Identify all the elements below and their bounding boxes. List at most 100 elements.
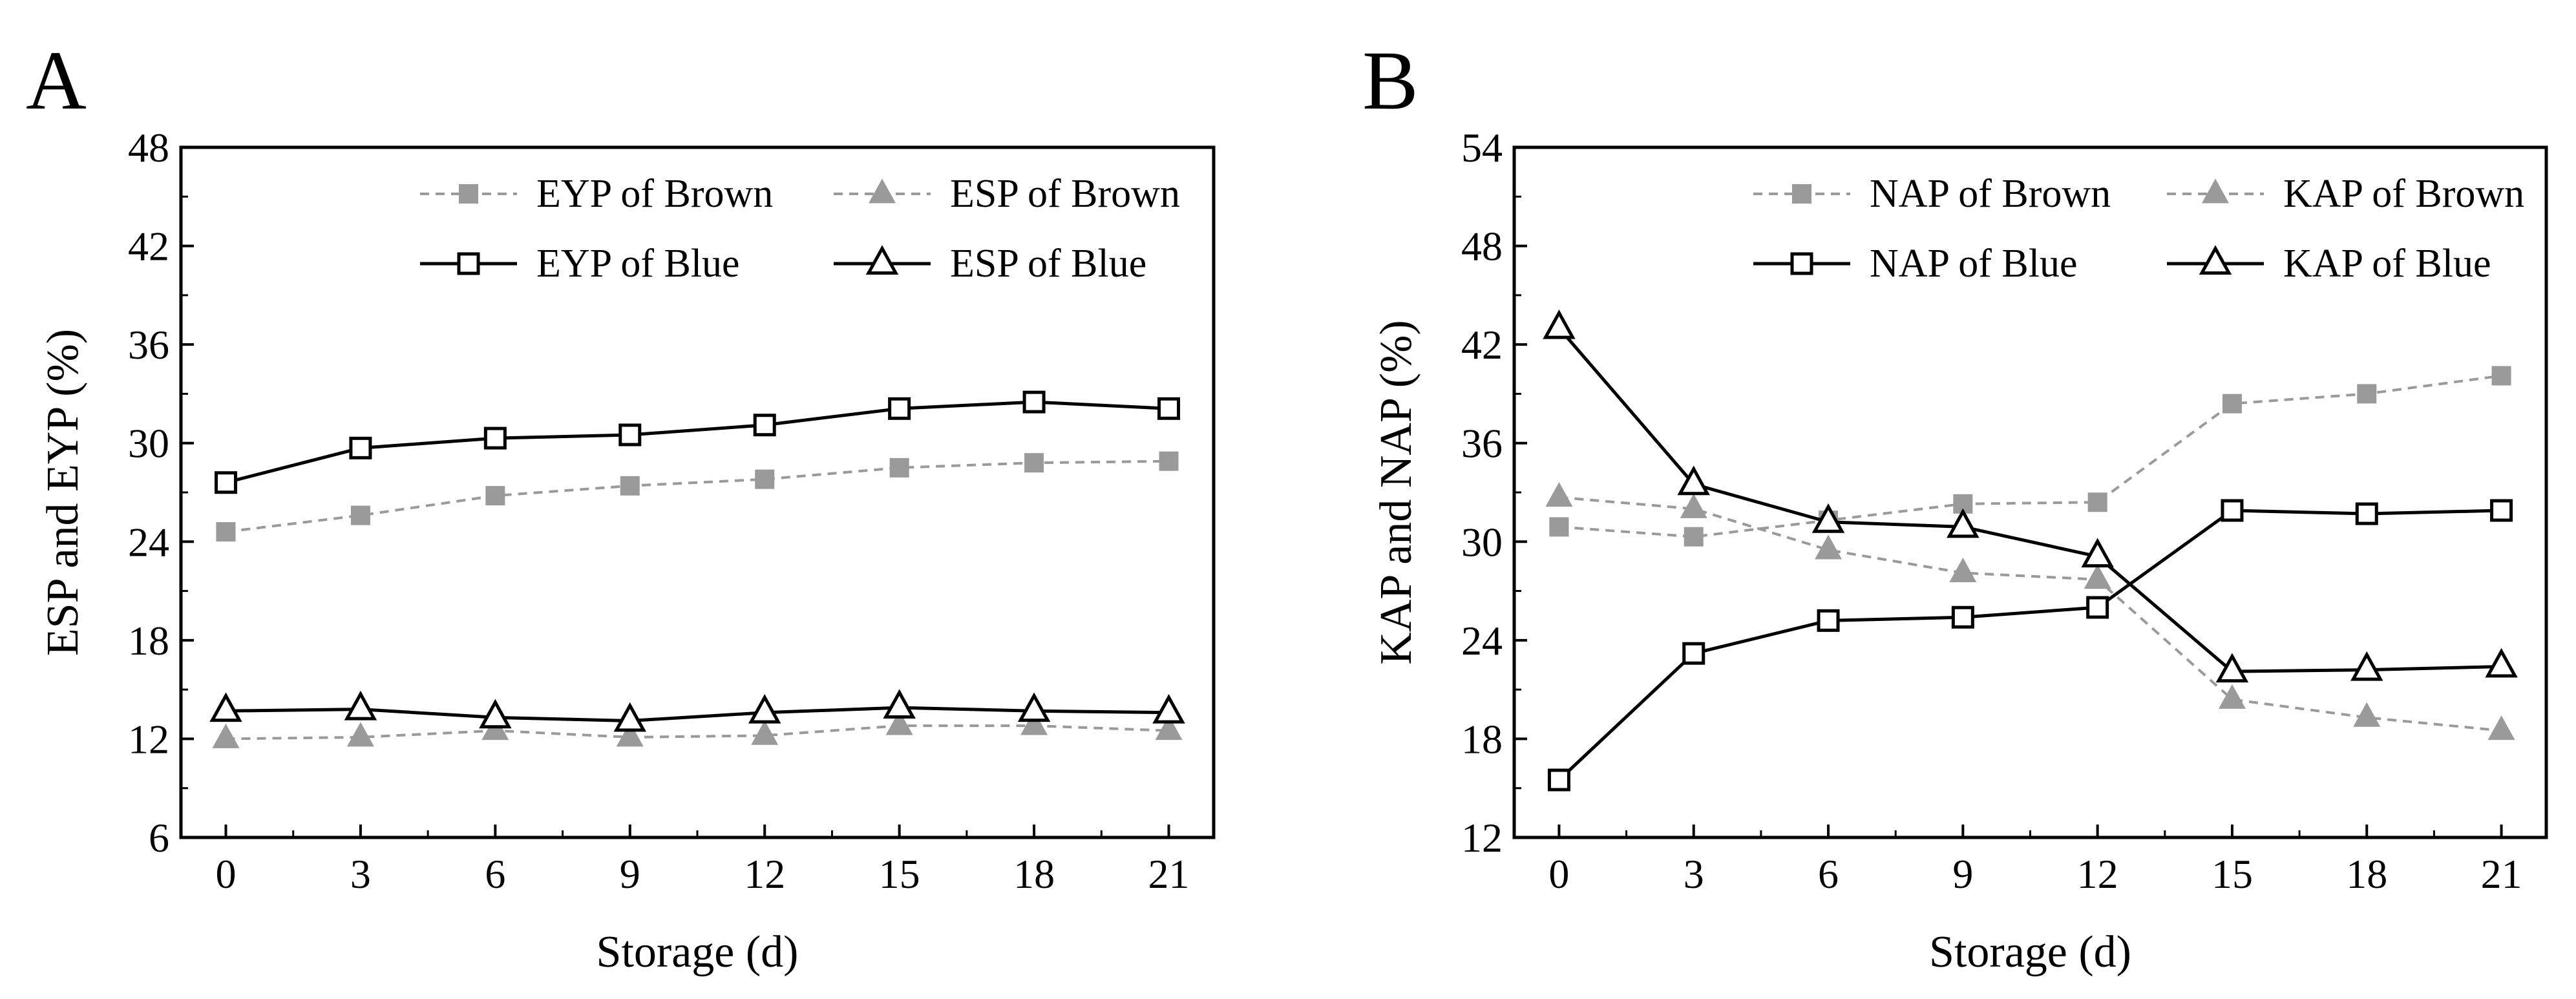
panel-a-letter: A [26,34,87,127]
panel-a-series-esp-of-blue-point [883,689,916,719]
panel-b-x-tick-label: 12 [2077,851,2118,897]
panel-a-series-esp-of-brown-point [1020,710,1048,735]
panel-b-x-tick-label: 0 [1548,851,1569,897]
panel-b-y-axis-title: KAP and NAP (%) [1371,320,1421,664]
panel-b-letter: B [1362,34,1419,127]
panel-a-series-eyp-of-blue-point [483,426,507,450]
panel-a-legend-esp-of-brown-marker [869,178,896,204]
panel-b-y-tick-label: 48 [1461,224,1503,269]
panel-b-series-kap-of-brown-point [2218,684,2246,709]
panel-b-series-kap-of-brown-point [2487,715,2515,741]
panel-a-series-eyp-of-blue-line [225,400,1169,485]
panel-b-series-nap-of-blue-point [1951,605,1974,629]
panel-a-legend-esp-of-blue-marker [865,245,899,275]
panel-a-x-tick-label: 6 [485,851,505,897]
panel-b-series-kap-of-brown-point [2353,702,2381,727]
panel-b-series-kap-of-blue-point [1947,508,1980,538]
panel-b-legend-kap-of-brown-marker [2202,178,2229,204]
panel-a-series-eyp-of-brown-line [226,459,1169,534]
panel-b-series-nap-of-blue-point [2086,596,2109,619]
panel-a-series-eyp-of-brown-point [1159,451,1179,471]
panel-a-series-eyp-of-blue-point [888,397,911,420]
panel-a-series-esp-of-blue-point [209,692,242,722]
panel-b-legend-kap-of-brown-label: KAP of Brown [2283,172,2524,216]
panel-b-series-kap-of-blue-point [2081,538,2114,568]
panel-a-series-eyp-of-brown-point [216,522,236,542]
panel-a-legend-esp-of-blue-label: ESP of Blue [950,242,1146,286]
panel-b-series-nap-of-brown-point [2357,384,2377,404]
panel-b-series-kap-of-blue-line [1557,327,2502,673]
panel-b-legend-nap-of-blue-label: NAP of Blue [1870,242,2077,286]
panel-a-legend-eyp-of-brown-marker [459,184,478,204]
panel-b-series-kap-of-blue-point [1543,309,1576,339]
panel-b-x-tick-label: 18 [2346,851,2387,897]
panel-a-legend-esp-of-brown-label: ESP of Brown [950,172,1180,216]
panel-b-series-nap-of-brown-point [2087,492,2107,512]
panel-a-y-tick-label: 48 [128,125,169,171]
panel-a-series-esp-of-brown-line [226,724,1169,741]
panel-a-series-esp-of-brown-point [885,710,913,735]
panel-a-series-eyp-of-brown-point [755,469,775,489]
panel-b-series-nap-of-blue-point [1817,609,1840,632]
panel-a-series-eyp-of-blue-point [214,471,237,494]
panel-b-series-nap-of-brown-point [2491,366,2511,386]
panel-b-series-kap-of-blue-point [2350,651,2383,681]
panel-a-x-tick-label: 18 [1013,851,1055,897]
panel-a-y-tick-label: 42 [128,224,169,269]
panel-a-series-esp-of-blue-point [1017,692,1051,722]
panel-a-legend-eyp-of-blue-marker [457,252,480,275]
panel-a-y-axis-title: ESP and EYP (%) [38,329,88,656]
panel-a-series-esp-of-brown-point [751,720,779,745]
panel-a-y-tick-label: 12 [128,716,169,762]
panel-a-series-esp-of-blue-point [479,699,512,729]
panel-b-series-kap-of-brown-point [2084,564,2111,589]
panel-a-series-esp-of-blue-line [226,706,1169,722]
panel-a-series-eyp-of-blue-point [349,436,372,459]
panel-b-legend-nap-of-brown-marker [1792,184,1811,204]
panel-a-series-eyp-of-brown-point [485,486,505,506]
panel-a-series-eyp-of-blue-point [618,423,642,447]
panel-b-series-kap-of-brown-point [1949,558,1977,583]
panel-a-series-eyp-of-brown-point [1024,453,1044,473]
panel-a-series-eyp-of-brown-point [889,457,909,478]
panel-b-y-tick-label: 54 [1461,125,1503,171]
panel-a-series-esp-of-brown-point [212,723,240,748]
panel-a-series-eyp-of-brown-point [620,476,640,496]
panel-a-series-esp-of-brown-point [616,722,644,747]
panel-b-x-tick-label: 9 [1952,851,1973,897]
panel-b-series-nap-of-blue-point [2490,499,2513,522]
panel-a-series-eyp-of-blue-point [1157,397,1181,420]
panel-b-series-nap-of-brown-point [1684,527,1704,547]
panel-b-series-nap-of-blue-point [1682,642,1705,665]
panel-b-x-tick-label: 21 [2481,851,2522,897]
panel-a-series-eyp-of-brown-point [350,505,370,525]
panel-b-series-nap-of-blue-point [1547,768,1570,792]
panel-a-series-esp-of-blue-point [613,702,647,732]
panel-b-y-tick-label: 24 [1461,618,1503,664]
panel-a-legend-eyp-of-blue-label: EYP of Blue [536,242,740,286]
panel-b-series-nap-of-blue-line [1557,509,2502,781]
panel-a-x-tick-label: 12 [744,851,785,897]
panel-a-series-esp-of-blue-point [1152,694,1185,724]
panel-b-y-tick-label: 18 [1461,716,1503,762]
panel-b-series-kap-of-brown-point [1680,493,1707,518]
panel-a-series-esp-of-brown-point [1155,715,1183,741]
panel-b-y-tick-label: 36 [1461,421,1503,467]
panel-b-series-nap-of-brown-point [2222,394,2242,414]
panel-a-series-eyp-of-blue-point [753,414,776,437]
panel-b-series-nap-of-brown-point [1549,517,1569,537]
panel-b-x-axis-title: Storage (d) [1929,927,2131,977]
panel-b-series-kap-of-blue-point [2215,653,2249,683]
panel-a-x-tick-label: 9 [620,851,640,897]
panel-b-y-tick-label: 42 [1461,322,1503,368]
panel-a-x-tick-label: 21 [1148,851,1190,897]
panel-a-y-tick-label: 36 [128,322,169,368]
panel-b-y-tick-label: 12 [1461,815,1503,861]
panel-b-series-nap-of-brown-line [1559,374,2502,538]
panel-b-y-tick-label: 30 [1461,519,1503,565]
panel-b-x-tick-label: 15 [2212,851,2253,897]
panel-b-legend-kap-of-blue-label: KAP of Blue [2283,242,2491,286]
